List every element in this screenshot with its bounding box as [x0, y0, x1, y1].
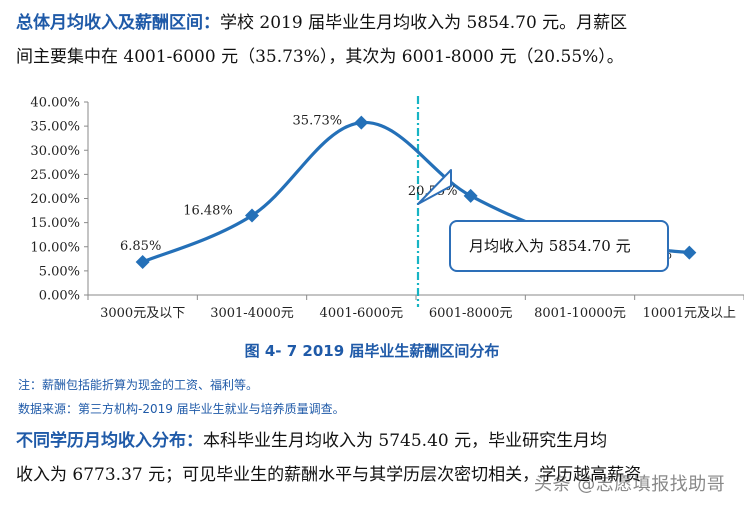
- x-category-label: 3000元及以下: [100, 306, 185, 321]
- chart-svg: 0.00% 5.00% 10.00% 15.00% 20.00% 25.00% 30.00%…: [30, 96, 744, 321]
- y-tick-label: 35.00%: [30, 120, 80, 135]
- figure-title: 图 4- 7 2019 届毕业生薪酬区间分布: [244, 342, 500, 360]
- x-category-label: 3001-4000元: [210, 306, 294, 321]
- intro-heading: 总体月均收入及薪酬区间：: [16, 13, 220, 33]
- note-data-source: 数据来源：第三方机构-2019 届毕业生就业与培养质量调查。: [18, 402, 345, 416]
- x-category-label: 6001-8000元: [429, 306, 513, 321]
- y-tick-label: 10.00%: [30, 240, 80, 255]
- note-salary-definition: 注：薪酬包括能折算为现金的工资、福利等。: [18, 378, 259, 392]
- data-label: 35.73%: [293, 114, 343, 129]
- intro-line1: 学校 2019 届毕业生月均收入为 5854.70 元。月薪区: [220, 13, 628, 33]
- mean-income-callout: 月均收入为 5854.70 元: [449, 220, 669, 272]
- data-point-marker: [354, 115, 369, 130]
- salary-line-chart: 0.00% 5.00% 10.00% 15.00% 20.00% 25.00% 30.00%…: [0, 86, 744, 336]
- data-point-marker: [682, 245, 697, 260]
- x-category-label: 10001元及以上: [643, 306, 736, 321]
- y-tick-label: 25.00%: [30, 168, 80, 183]
- data-label: 6.85%: [120, 239, 161, 254]
- degree-heading: 不同学历月均收入分布：: [16, 431, 203, 451]
- data-label: 16.48%: [183, 203, 233, 218]
- y-tick-label: 30.00%: [30, 144, 80, 159]
- data-point-marker: [245, 208, 259, 223]
- data-point-marker: [463, 188, 478, 203]
- callout-pointer: [417, 169, 452, 205]
- intro-line2: 间主要集中在 4001-6000 元（35.73%），其次为 6001-8000…: [16, 47, 624, 67]
- y-tick-label: 15.00%: [30, 216, 80, 231]
- data-point-marker: [135, 254, 150, 269]
- degree-line2: 收入为 6773.37 元；可见毕业生的薪酬水平与其学历层次密切相关，学历越高薪…: [16, 465, 642, 485]
- y-tick-label: 5.00%: [39, 264, 80, 279]
- intro-paragraph: 总体月均收入及薪酬区间：学校 2019 届毕业生月均收入为 5854.70 元。…: [16, 6, 736, 74]
- x-category-label: 4001-6000元: [320, 306, 404, 321]
- y-tick-label: 0.00%: [39, 289, 80, 304]
- degree-income-paragraph: 不同学历月均收入分布：本科毕业生月均收入为 5745.40 元，毕业研究生月均 …: [16, 424, 736, 492]
- degree-line1: 本科毕业生月均收入为 5745.40 元，毕业研究生月均: [203, 431, 608, 451]
- y-tick-label: 40.00%: [30, 96, 80, 111]
- y-tick-label: 20.00%: [30, 192, 80, 207]
- x-category-label: 8001-10000元: [534, 306, 626, 321]
- toutiao-watermark: 头条 @志愿填报找助哥: [534, 474, 726, 495]
